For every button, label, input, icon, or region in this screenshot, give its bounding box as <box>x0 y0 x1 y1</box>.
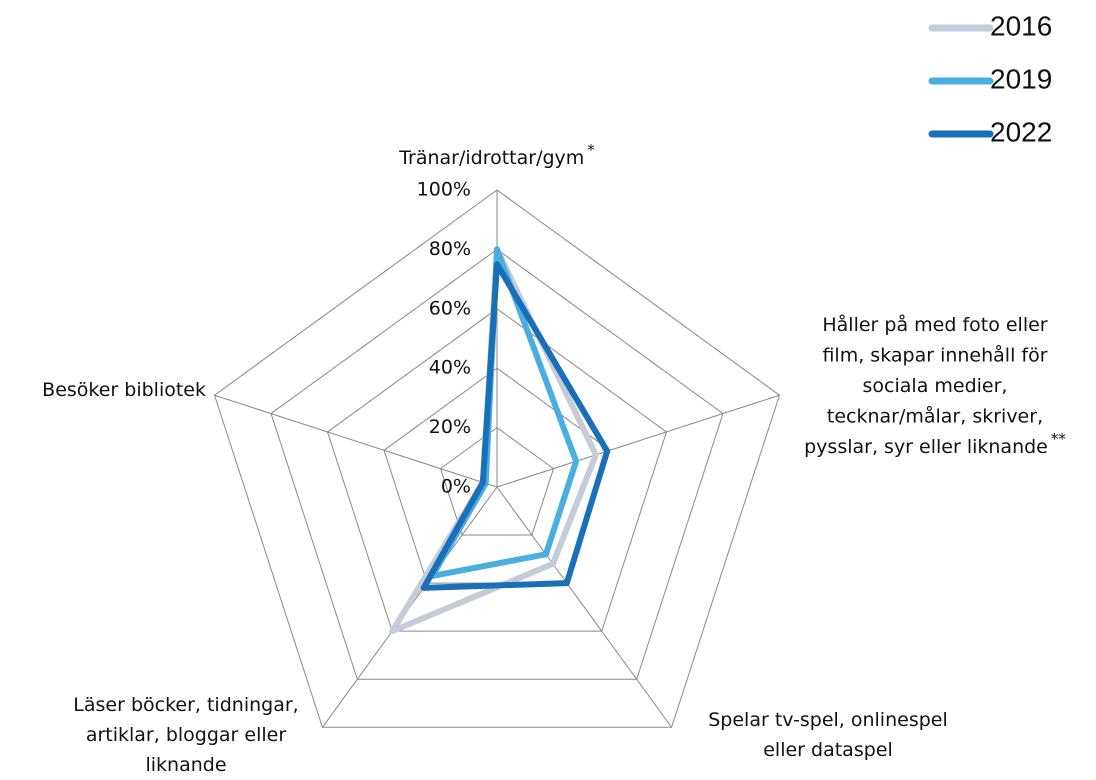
category-line: film, skapar innehåll för <box>822 343 1047 366</box>
annotation: * <box>587 141 595 159</box>
category-label: Besöker bibliotek <box>42 379 206 401</box>
legend-label: 2019 <box>990 63 1052 94</box>
category-label: Håller på med foto eller <box>822 313 1047 336</box>
category-label: Spelar tv-spel, onlinespel <box>708 709 948 731</box>
grid-ring <box>326 308 668 632</box>
category-line: tecknar/målar, skriver, <box>827 404 1043 427</box>
grid-ring <box>439 426 555 536</box>
category-line: Håller på med foto eller <box>822 313 1047 336</box>
category-line: artiklar, bloggar eller <box>86 724 287 746</box>
r-tick-label: 0% <box>441 476 471 498</box>
category-line: eller dataspel <box>763 739 893 761</box>
category-line: pysslar, syr eller liknande <box>804 436 1048 458</box>
category-label: sociala medier, <box>863 375 1008 397</box>
axis-spoke <box>496 394 780 488</box>
r-tick-label: 20% <box>429 416 471 438</box>
legend-label: 2016 <box>990 10 1052 41</box>
category-label: pysslar, syr eller liknande ** <box>804 430 1066 458</box>
r-tick-label: 40% <box>429 357 471 379</box>
category-label: artiklar, bloggar eller <box>86 724 287 746</box>
series-line <box>420 261 611 591</box>
category-label: film, skapar innehåll för <box>822 343 1047 366</box>
category-label: Tränar/idrottar/gym * <box>398 141 595 169</box>
category-line: Besöker bibliotek <box>42 379 206 401</box>
legend-label: 2022 <box>990 116 1052 147</box>
category-line: Spelar tv-spel, onlinespel <box>708 709 948 731</box>
category-line: liknande <box>145 754 226 776</box>
category-line: Läser böcker, tidningar, <box>73 694 298 716</box>
r-tick-label: 60% <box>429 297 471 319</box>
r-tick-label: 100% <box>417 179 471 201</box>
axis-spoke <box>214 394 498 488</box>
category-label: Läser böcker, tidningar, <box>73 694 298 716</box>
category-label: tecknar/målar, skriver, <box>827 404 1043 427</box>
category-label: liknande <box>145 754 226 776</box>
grid-ring <box>213 189 781 728</box>
category-line: Tränar/idrottar/gym <box>398 147 584 169</box>
grid-ring <box>270 248 724 680</box>
axis-spoke <box>496 486 672 728</box>
category-line: sociala medier, <box>863 375 1008 397</box>
r-tick-label: 80% <box>429 238 471 260</box>
annotation: ** <box>1051 430 1067 448</box>
category-label: eller dataspel <box>763 739 893 761</box>
